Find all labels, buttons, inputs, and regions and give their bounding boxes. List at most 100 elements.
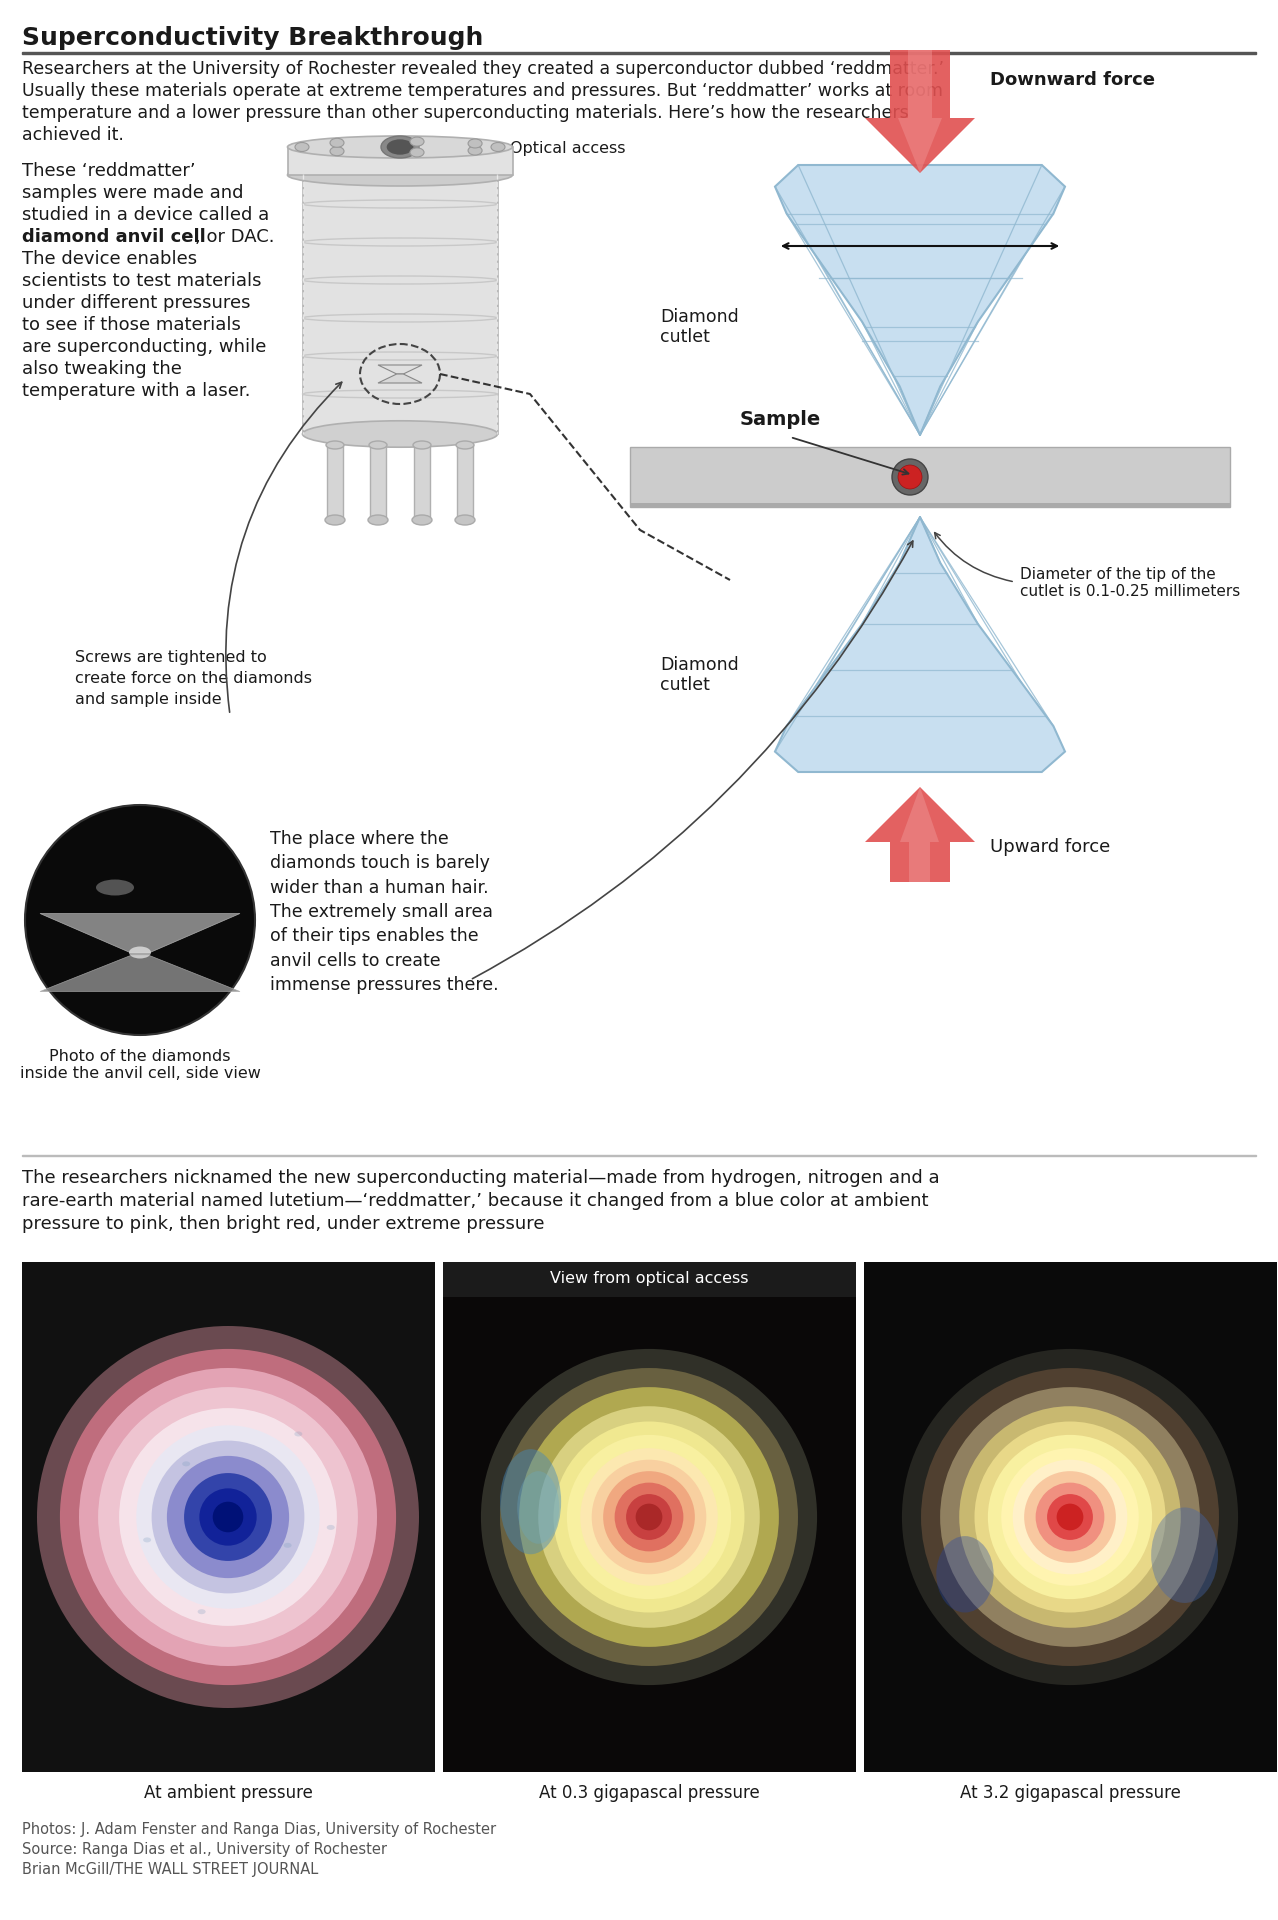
Text: Diameter of the tip of the
cutlet is 0.1-0.25 millimeters: Diameter of the tip of the cutlet is 0.1…	[1020, 566, 1240, 599]
Ellipse shape	[518, 1471, 560, 1544]
Circle shape	[580, 1448, 718, 1586]
Circle shape	[975, 1421, 1166, 1613]
Text: to see if those materials: to see if those materials	[22, 317, 240, 334]
Circle shape	[921, 1369, 1219, 1667]
Polygon shape	[865, 787, 975, 881]
Text: The researchers nicknamed the new superconducting material—made from hydrogen, n: The researchers nicknamed the new superc…	[22, 1169, 939, 1187]
Text: Upward force: Upward force	[990, 837, 1111, 856]
Circle shape	[879, 1327, 1261, 1709]
Polygon shape	[900, 787, 939, 881]
Circle shape	[1057, 1503, 1084, 1530]
Circle shape	[152, 1440, 304, 1594]
Ellipse shape	[369, 442, 387, 449]
Circle shape	[567, 1434, 731, 1599]
Polygon shape	[378, 365, 422, 374]
Ellipse shape	[500, 1450, 561, 1555]
Ellipse shape	[330, 146, 344, 156]
Ellipse shape	[455, 515, 475, 524]
Ellipse shape	[1151, 1507, 1218, 1603]
Circle shape	[137, 1425, 320, 1609]
Bar	[414, 445, 429, 520]
Ellipse shape	[468, 146, 482, 156]
Ellipse shape	[412, 515, 432, 524]
Circle shape	[60, 1350, 396, 1686]
Text: , or DAC.: , or DAC.	[196, 228, 275, 246]
Text: Diamond
cutlet: Diamond cutlet	[659, 307, 739, 346]
Circle shape	[892, 459, 928, 495]
Text: At 0.3 gigapascal pressure: At 0.3 gigapascal pressure	[538, 1784, 759, 1803]
Polygon shape	[774, 165, 1065, 436]
Circle shape	[626, 1494, 672, 1540]
Circle shape	[167, 1455, 289, 1578]
Text: View from optical access: View from optical access	[550, 1271, 748, 1286]
Circle shape	[1024, 1471, 1116, 1563]
Text: The device enables: The device enables	[22, 250, 197, 269]
Text: Usually these materials operate at extreme temperatures and pressures. But ‘redd: Usually these materials operate at extre…	[22, 83, 943, 100]
Ellipse shape	[456, 442, 474, 449]
Polygon shape	[898, 50, 942, 173]
Bar	[288, 148, 512, 175]
Text: Optical access: Optical access	[510, 140, 625, 156]
Ellipse shape	[143, 1538, 151, 1542]
Circle shape	[199, 1488, 257, 1546]
Circle shape	[553, 1421, 745, 1613]
Circle shape	[79, 1369, 377, 1667]
Ellipse shape	[288, 163, 512, 186]
Text: Sample: Sample	[740, 411, 822, 428]
Text: The place where the
diamonds touch is barely
wider than a human hair.
The extrem: The place where the diamonds touch is ba…	[270, 829, 498, 995]
Text: Brian McGill/THE WALL STREET JOURNAL: Brian McGill/THE WALL STREET JOURNAL	[22, 1862, 318, 1878]
Circle shape	[26, 804, 256, 1035]
Text: studied in a device called a: studied in a device called a	[22, 205, 270, 225]
Text: These ‘reddmatter’: These ‘reddmatter’	[22, 161, 196, 180]
Text: Researchers at the University of Rochester revealed they created a superconducto: Researchers at the University of Rochest…	[22, 60, 944, 79]
Bar	[443, 1261, 856, 1772]
Text: pressure to pink, then bright red, under extreme pressure: pressure to pink, then bright red, under…	[22, 1215, 544, 1233]
Bar	[458, 445, 473, 520]
Circle shape	[988, 1434, 1153, 1599]
Circle shape	[458, 1327, 840, 1709]
Circle shape	[500, 1369, 797, 1667]
Bar	[22, 1261, 435, 1772]
Ellipse shape	[183, 1461, 190, 1467]
Ellipse shape	[96, 879, 134, 895]
Text: temperature with a laser.: temperature with a laser.	[22, 382, 250, 399]
Polygon shape	[774, 516, 1065, 772]
Text: Photo of the diamonds
inside the anvil cell, side view: Photo of the diamonds inside the anvil c…	[19, 1048, 261, 1081]
Circle shape	[603, 1471, 695, 1563]
Ellipse shape	[368, 515, 389, 524]
Circle shape	[941, 1386, 1200, 1647]
Text: under different pressures: under different pressures	[22, 294, 250, 311]
Circle shape	[519, 1386, 778, 1647]
Text: Source: Ranga Dias et al., University of Rochester: Source: Ranga Dias et al., University of…	[22, 1841, 387, 1857]
Text: scientists to test materials: scientists to test materials	[22, 273, 262, 290]
Text: At ambient pressure: At ambient pressure	[143, 1784, 312, 1803]
Bar	[303, 175, 498, 434]
Ellipse shape	[937, 1536, 993, 1613]
Text: Downward force: Downward force	[990, 71, 1155, 88]
Text: Diamond
cutlet: Diamond cutlet	[659, 657, 739, 695]
Polygon shape	[40, 914, 240, 952]
Text: Photos: J. Adam Fenster and Ranga Dias, University of Rochester: Photos: J. Adam Fenster and Ranga Dias, …	[22, 1822, 496, 1837]
Circle shape	[98, 1386, 358, 1647]
Ellipse shape	[303, 420, 497, 447]
Text: rare-earth material named lutetium—‘reddmatter,’ because it changed from a blue : rare-earth material named lutetium—‘redd…	[22, 1192, 929, 1210]
Text: also tweaking the: also tweaking the	[22, 361, 181, 378]
Text: temperature and a lower pressure than other superconducting materials. Here’s ho: temperature and a lower pressure than ot…	[22, 104, 909, 123]
Ellipse shape	[326, 442, 344, 449]
Ellipse shape	[284, 1544, 291, 1548]
Circle shape	[898, 465, 921, 490]
Circle shape	[37, 1327, 419, 1709]
Circle shape	[184, 1473, 272, 1561]
Circle shape	[1047, 1494, 1093, 1540]
Circle shape	[635, 1503, 662, 1530]
Text: one millimeter diameter: one millimeter diameter	[827, 261, 1013, 276]
Text: Superconductivity Breakthrough: Superconductivity Breakthrough	[22, 27, 483, 50]
Bar	[630, 447, 1229, 507]
Ellipse shape	[410, 136, 424, 146]
Polygon shape	[378, 374, 422, 382]
Circle shape	[615, 1482, 684, 1551]
Circle shape	[902, 1350, 1238, 1686]
Circle shape	[1001, 1448, 1139, 1586]
Text: diamond anvil cell: diamond anvil cell	[22, 228, 206, 246]
Ellipse shape	[381, 136, 419, 157]
